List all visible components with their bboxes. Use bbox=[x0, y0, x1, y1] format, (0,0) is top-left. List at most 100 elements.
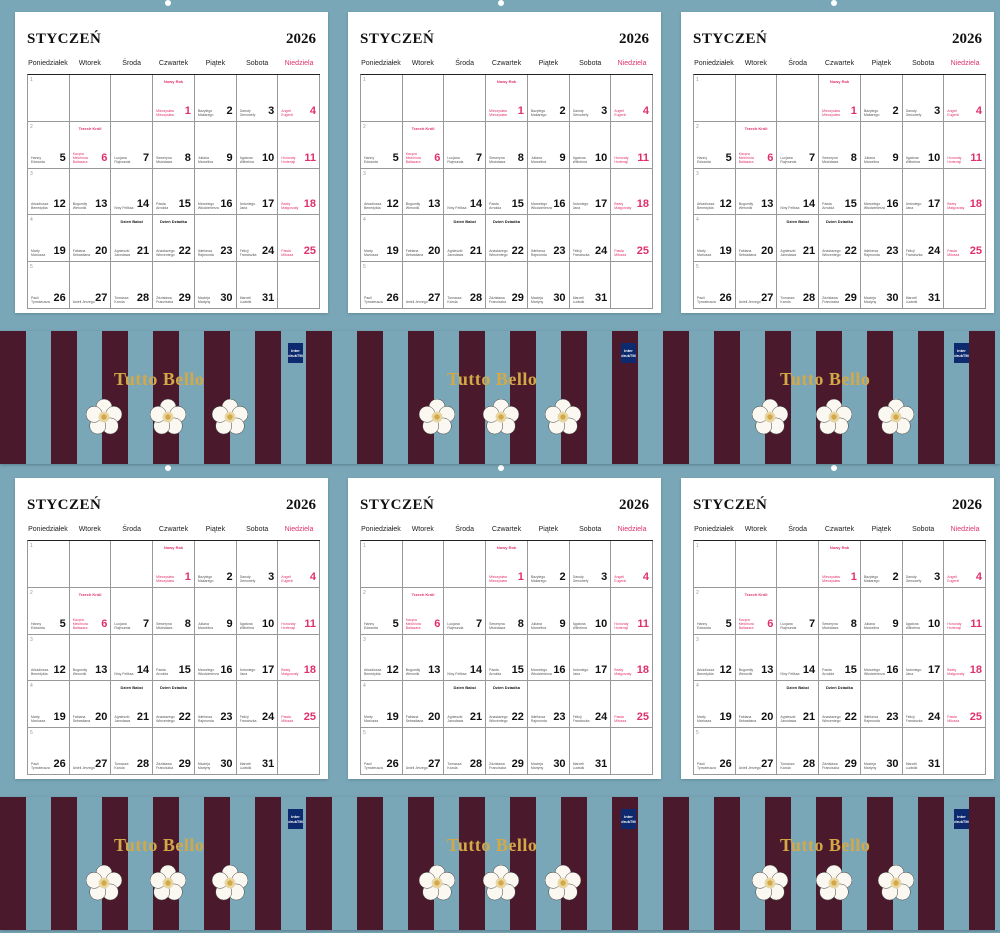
week-number: 1 bbox=[363, 543, 366, 549]
day-cell: Lucjana Rajmunda 7 bbox=[777, 121, 820, 169]
week-number: 3 bbox=[30, 636, 33, 643]
name-day-text: Marty Mariusza bbox=[697, 249, 712, 258]
year-title: 2026 bbox=[952, 497, 982, 513]
name-day-text: Danuty Genowefy bbox=[572, 108, 589, 117]
day-number: 30 bbox=[553, 757, 566, 770]
day-cell: Macieja Martyny 30 bbox=[194, 262, 237, 309]
holiday-label: Dzień Dziadka bbox=[493, 685, 520, 691]
day-number: 4 bbox=[642, 570, 649, 583]
name-day-text: Marcelego Włodzimierza bbox=[197, 202, 219, 211]
day-cell: Bazylego Makarego 2 bbox=[194, 541, 237, 588]
day-cell: 5 Pauli Tymoteusza 26 bbox=[694, 262, 736, 309]
day-number: 28 bbox=[802, 757, 816, 770]
day-cell: Dzień Babci Agnieszki Jarosława 21 bbox=[444, 215, 487, 263]
weekday-label: Czwartek bbox=[491, 60, 522, 67]
day-number: 24 bbox=[928, 711, 941, 724]
name-day-text: Arkadiusza Benedykta bbox=[364, 668, 382, 677]
day-number: 13 bbox=[95, 664, 108, 677]
weekday-header: Poniedziałek Wtorek Środa Czwartek Piątek Sob… bbox=[27, 60, 320, 72]
day-number: 26 bbox=[53, 291, 66, 304]
weekday-label: Wtorek bbox=[78, 526, 101, 533]
name-day-text: Marceli Ludwiki bbox=[572, 761, 585, 770]
day-cell: Trzech Króli Kacpra Melchiora Baltazara 6 bbox=[402, 587, 445, 635]
weekday-header: Poniedziałek Wtorek Środa Czwartek Piątek Sob… bbox=[693, 526, 986, 538]
day-cell: Seweryna Mścisława 8 bbox=[819, 121, 861, 169]
name-day-text: Anieli Jerzego bbox=[405, 299, 428, 304]
name-day-text: Fabiana Sebastiana bbox=[72, 249, 91, 258]
calendar-header: STYCZEŃ 2026 bbox=[348, 12, 661, 56]
day-number: 19 bbox=[386, 711, 399, 724]
flower-illustration bbox=[149, 864, 187, 901]
name-day-text: Marcelego Włodzimierza bbox=[863, 668, 885, 677]
year-title: 2026 bbox=[952, 31, 982, 47]
name-day-text: Anastazego Wincentego bbox=[156, 715, 175, 724]
name-day-text: Hanny Edwarda bbox=[697, 155, 711, 164]
name-day-text: Lucjana Rajmunda bbox=[114, 155, 131, 164]
name-day-text: Anieli Jerzego bbox=[405, 765, 428, 770]
name-day-text: Kacpra Melchiora Baltazara bbox=[72, 617, 88, 630]
weekday-label: Wtorek bbox=[744, 60, 767, 67]
holiday-label: Nowy Rok bbox=[496, 545, 517, 550]
week-number: 2 bbox=[696, 123, 699, 130]
day-cell: Niny Feliksa 14 bbox=[111, 634, 154, 682]
day-cell: Tomasza Karola 28 bbox=[111, 728, 154, 775]
day-number: 16 bbox=[553, 198, 566, 211]
day-cell: 5 Pauli Tymoteusza 26 bbox=[361, 728, 403, 775]
day-cell: Marceli Ludwiki 31 bbox=[236, 728, 279, 775]
name-day-text: Marceli Ludwiki bbox=[572, 295, 585, 304]
week-number: 2 bbox=[363, 589, 366, 596]
name-day-text: Pawła Arnolda bbox=[822, 202, 835, 211]
flower-illustration bbox=[418, 864, 456, 901]
name-day-text: Bazylego Makarego bbox=[530, 574, 547, 583]
day-cell: Nowy Rok Mieczysław Mieczysław 1 bbox=[153, 541, 195, 588]
name-day-text: Mieczysław Mieczysław bbox=[156, 108, 175, 117]
day-cell: Marceli Ludwiki 31 bbox=[902, 728, 945, 775]
month-title: STYCZEŃ bbox=[360, 31, 435, 47]
day-cell: Seweryna Mścisława 8 bbox=[819, 587, 861, 635]
day-cell: Juliana Marcelina 9 bbox=[860, 587, 903, 635]
day-cell: Dzień Babci Agnieszki Jarosława 21 bbox=[777, 215, 820, 263]
week-number: 2 bbox=[30, 123, 33, 130]
flower-illustration bbox=[149, 398, 187, 435]
day-number: 24 bbox=[262, 245, 275, 258]
name-day-text: Bazylego Makarego bbox=[530, 108, 547, 117]
day-number: 4 bbox=[975, 570, 982, 583]
name-day-text: Agnieszki Jarosława bbox=[780, 715, 797, 724]
day-number: 20 bbox=[428, 711, 441, 724]
day-cell bbox=[444, 541, 487, 588]
day-cell bbox=[278, 728, 320, 775]
name-day-text: Honoraty Hortensji bbox=[281, 621, 296, 630]
name-day-text: Felicji Franciszka bbox=[905, 715, 923, 724]
week-number: 1 bbox=[696, 543, 699, 549]
day-cell: Angeli Eugenii 4 bbox=[611, 75, 653, 122]
weekday-label: Środa bbox=[455, 526, 474, 533]
day-number: 14 bbox=[802, 198, 816, 211]
day-cell: 1 bbox=[28, 541, 70, 588]
day-number: 25 bbox=[636, 711, 649, 724]
name-day-text: Pawła Miłosza bbox=[281, 249, 294, 258]
day-cell: Felicji Franciszka 24 bbox=[236, 681, 279, 729]
weekday-label: Czwartek bbox=[158, 526, 189, 533]
name-day-text: Bazylego Makarego bbox=[863, 574, 880, 583]
name-day-text: Fabiana Sebastiana bbox=[738, 249, 757, 258]
day-number: 9 bbox=[226, 617, 233, 630]
day-cell: Fabiana Sebastiana 20 bbox=[735, 215, 778, 263]
name-day-text: Agatona Wilhelma bbox=[905, 155, 920, 164]
weekday-header: Poniedziałek Wtorek Środa Czwartek Piątek Sob… bbox=[27, 526, 320, 538]
month-grid: 1 Nowy Rok Mieczysław Mieczysław 1 Bazylego … bbox=[27, 540, 320, 775]
name-day-text: Pawła Arnolda bbox=[489, 668, 502, 677]
flower-illustration bbox=[751, 864, 789, 901]
weekday-label: Piątek bbox=[538, 60, 559, 67]
weekday-label: Sobota bbox=[579, 526, 602, 533]
day-cell: 4 Marty Mariusza 19 bbox=[694, 215, 736, 263]
name-day-text: Honoraty Hortensji bbox=[614, 621, 629, 630]
holiday-label: Nowy Rok bbox=[163, 79, 184, 84]
name-day-text: Beaty Małgorzaty bbox=[614, 202, 632, 211]
flower-illustration bbox=[751, 398, 789, 435]
day-cell: 3 Arkadiusza Benedykta 12 bbox=[28, 634, 70, 682]
name-day-text: Antoniego Jana bbox=[905, 668, 922, 677]
week-number: 4 bbox=[30, 683, 33, 690]
name-day-text: Niny Feliksa bbox=[780, 672, 800, 677]
name-day-text: Anieli Jerzego bbox=[72, 299, 95, 304]
name-day-text: Zdzisława Franciszka bbox=[822, 295, 840, 304]
